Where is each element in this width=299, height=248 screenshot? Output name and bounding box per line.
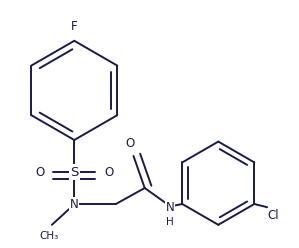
Text: N: N	[70, 197, 79, 211]
Text: F: F	[71, 20, 78, 33]
Text: S: S	[70, 165, 78, 179]
Text: N: N	[166, 201, 175, 214]
Text: O: O	[126, 137, 135, 150]
Text: H: H	[167, 217, 174, 227]
Text: O: O	[104, 165, 113, 179]
Text: Cl: Cl	[268, 209, 279, 222]
Text: CH₃: CH₃	[39, 231, 58, 241]
Text: O: O	[35, 165, 45, 179]
